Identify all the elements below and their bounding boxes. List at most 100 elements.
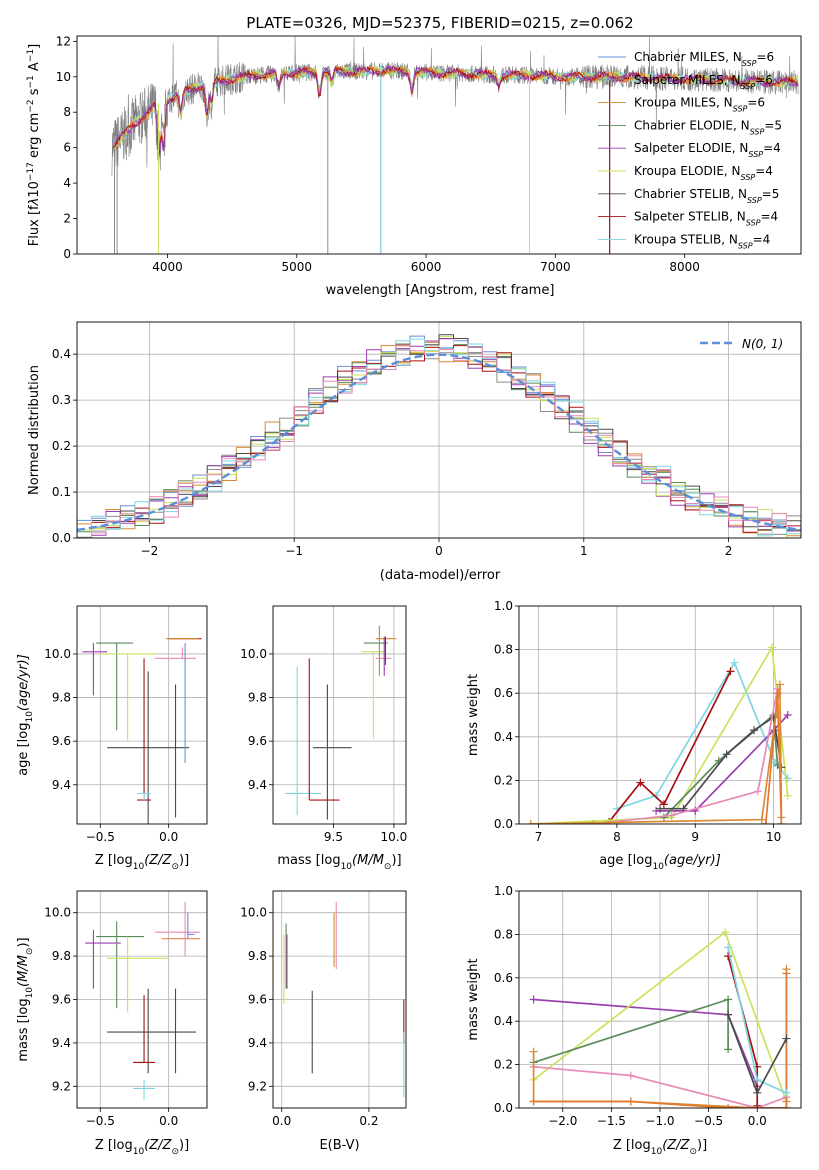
weight-marker <box>636 778 645 787</box>
chart-weight_vs_Z: −2.0 −1.5 −1.0 −0.5 0.0 0.0 0.2 0.4 0.6 0.8 1.0 Z [… <box>466 884 802 1157</box>
errorbar-point <box>107 671 190 824</box>
x-tick-label: 9 <box>691 830 699 844</box>
label-part: )] <box>391 853 401 868</box>
legend-item: Chabrier MILES, NSSP=6 <box>598 50 774 68</box>
label-part: 10 <box>341 862 353 872</box>
weight-line <box>533 1065 787 1108</box>
label-part: s <box>27 88 42 99</box>
legend-label: Salpeter ELODIE, NSSP=4 <box>634 141 781 159</box>
label-part: A <box>27 62 42 75</box>
errorbar-point <box>361 651 386 739</box>
x-axis-label: wavelength [Angstrom, rest frame] <box>326 283 555 298</box>
legend-name: Chabrier ELODIE, N <box>634 118 750 132</box>
label-part: (M/M <box>352 853 384 868</box>
y-tick-label: 9.4 <box>52 1036 71 1050</box>
label-part: −17 <box>26 162 36 181</box>
plot-frame <box>76 890 208 1109</box>
label-part: ] <box>27 44 42 49</box>
y-tick-label: 9.8 <box>52 691 71 705</box>
plot-frame <box>272 890 407 1109</box>
label-part: 10 <box>25 711 35 723</box>
y-tick-label: 1.0 <box>494 599 513 613</box>
weight-marker <box>750 726 758 735</box>
weight-series <box>761 689 786 824</box>
label-part: 10 <box>652 862 664 872</box>
label-part: (M/M <box>16 955 31 987</box>
plot-frame <box>76 35 802 255</box>
label-part: 10 <box>27 181 42 198</box>
legend-name: Salpeter MILES, N <box>634 73 741 87</box>
legend-item: Kroupa ELODIE, NSSP=4 <box>598 164 773 182</box>
errorbar-point <box>155 647 197 659</box>
errorbar-point <box>85 930 121 989</box>
y-axis-label: Normed distribution <box>27 365 42 495</box>
weight-marker <box>721 928 730 937</box>
weight-marker <box>667 811 676 820</box>
plot-frame <box>518 605 802 825</box>
label-part: Z [log <box>613 1138 651 1153</box>
y-tick-label: 9.2 <box>52 1079 71 1093</box>
model-spectrum <box>112 65 799 154</box>
errorbar-point <box>100 653 155 742</box>
label-part: (Z/Z <box>144 1138 172 1153</box>
histogram-series <box>77 344 801 538</box>
weight-marker <box>753 1101 762 1108</box>
y-tick-label: 0.0 <box>494 1101 513 1115</box>
weight-series <box>529 995 733 1067</box>
legend: N(0, 1) <box>700 337 783 351</box>
legend-sub: SSP <box>750 127 765 136</box>
weight-line <box>530 684 783 824</box>
label-part: 10 <box>25 987 35 999</box>
legend-item: Chabrier STELIB, NSSP=5 <box>598 187 780 204</box>
plot-area <box>77 606 207 824</box>
y-tick-label: 0.3 <box>52 393 71 407</box>
x-tick-label: 8 <box>613 830 621 844</box>
legend-name: Kroupa ELODIE, N <box>634 164 741 178</box>
legend-suffix: =6 <box>756 50 774 64</box>
x-axis-label: Z [log10(Z/Z⊙)] <box>95 1138 189 1157</box>
x-tick-label: −0.5 <box>86 830 115 844</box>
figure-title: PLATE=0326, MJD=52375, FIBERID=0215, z=0… <box>246 14 633 32</box>
plot-area <box>519 891 801 1108</box>
y-tick-label: 0.2 <box>494 773 513 787</box>
weight-marker <box>724 1045 733 1054</box>
weight-marker <box>782 969 791 978</box>
chart-age_vs_mass: 9.5 10.0 9.4 9.6 9.8 10.0 mass [log10(M/M⊙)] <box>240 605 408 872</box>
weight-series <box>526 680 786 824</box>
errorbar-point <box>137 658 151 801</box>
x-tick-label: 10.0 <box>381 830 408 844</box>
weight-marker <box>782 1104 791 1108</box>
label-part: )] <box>179 1138 189 1153</box>
chart-mass_vs_Z: −0.5 0.09.29.49.69.810.0Z [log10(Z/Z⊙)]ma… <box>16 890 208 1157</box>
plot-area <box>77 891 207 1108</box>
y-tick-label: 0.6 <box>494 971 513 985</box>
x-tick-label: 0.0 <box>159 1114 178 1128</box>
y-axis-label: mass weight <box>466 958 481 1040</box>
observed-spectrum <box>111 36 799 177</box>
legend-suffix: =5 <box>762 187 780 201</box>
weight-line <box>593 688 779 824</box>
y-tick-label: 10.0 <box>44 647 71 661</box>
label-part: )] <box>697 1138 707 1153</box>
y-tick-label: 9.6 <box>248 734 267 748</box>
legend-name: Salpeter STELIB, N <box>634 210 746 224</box>
legend-sub: SSP <box>742 59 757 68</box>
legend-name: Kroupa MILES, N <box>634 96 733 110</box>
y-tick-label: 9.6 <box>248 993 267 1007</box>
weight-marker <box>777 820 786 824</box>
x-tick-label: 8000 <box>669 260 700 274</box>
weight-marker <box>773 689 782 698</box>
gaussian-curve <box>77 353 801 532</box>
x-tick-label: 0.0 <box>272 1114 291 1128</box>
legend-label: Kroupa ELODIE, NSSP=4 <box>634 164 773 182</box>
y-tick-label: 10 <box>56 70 71 84</box>
weight-marker <box>659 800 668 809</box>
legend-name: Salpeter ELODIE, N <box>634 141 748 155</box>
weight-marker <box>757 815 766 824</box>
weight-marker <box>775 680 784 689</box>
model-spectrum <box>112 64 799 158</box>
y-tick-label: 6 <box>63 141 71 155</box>
label-part: (Z/Z <box>662 1138 690 1153</box>
weight-marker <box>753 787 762 796</box>
